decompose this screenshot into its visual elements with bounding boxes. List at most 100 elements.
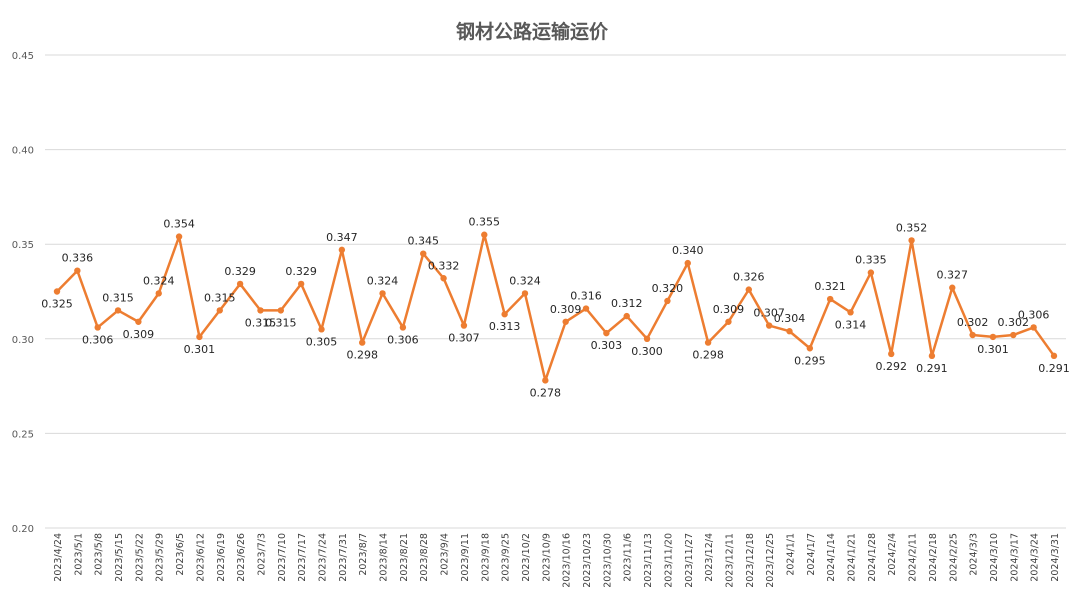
data-point xyxy=(664,297,671,305)
x-tick-label: 2023/5/15 xyxy=(114,533,125,582)
data-point xyxy=(1010,331,1017,339)
data-label: 0.321 xyxy=(814,280,846,293)
data-label: 0.306 xyxy=(82,333,114,346)
x-tick-label: 2023/6/19 xyxy=(216,533,227,582)
x-tick-label: 2024/2/18 xyxy=(928,533,939,582)
data-label: 0.347 xyxy=(326,231,358,244)
data-label: 0.314 xyxy=(835,318,867,331)
data-point xyxy=(806,345,814,352)
x-tick-label: 2023/5/29 xyxy=(155,533,166,582)
data-label: 0.324 xyxy=(143,274,175,287)
data-label: 0.354 xyxy=(163,218,195,231)
data-point xyxy=(765,322,773,329)
x-tick-label: 2024/1/28 xyxy=(867,533,878,582)
data-point xyxy=(114,307,122,314)
x-tick-label: 2023/12/4 xyxy=(704,533,715,582)
y-tick-label: 0.30 xyxy=(12,335,34,346)
data-label: 0.278 xyxy=(530,386,562,399)
data-label: 0.298 xyxy=(346,349,378,362)
data-label: 0.316 xyxy=(570,290,602,303)
data-point xyxy=(582,305,590,312)
data-point xyxy=(867,269,875,276)
x-tick-label: 2023/5/8 xyxy=(94,533,105,576)
data-point xyxy=(1050,352,1058,360)
data-point xyxy=(908,237,915,244)
y-tick-label: 0.25 xyxy=(12,429,34,440)
x-tick-label: 2023/6/26 xyxy=(236,533,247,582)
data-label: 0.300 xyxy=(631,345,663,358)
data-label: 0.335 xyxy=(855,254,887,267)
gridlines xyxy=(45,54,1066,529)
x-tick-label: 2023/10/2 xyxy=(521,533,532,582)
data-point xyxy=(420,250,427,257)
data-label: 0.306 xyxy=(1018,308,1050,321)
data-point xyxy=(725,318,732,325)
x-tick-label: 2023/10/16 xyxy=(562,533,573,588)
data-point xyxy=(379,290,386,297)
data-label: 0.298 xyxy=(692,349,724,362)
x-tick-label: 2023/8/14 xyxy=(379,533,390,582)
data-point xyxy=(440,275,447,282)
data-point xyxy=(888,350,895,358)
data-point xyxy=(277,307,285,314)
data-labels: 0.325 0.336 0.306 0.315 0.309 0.324 0.354 0.301… xyxy=(41,216,1070,400)
x-tick-label: 2023/10/23 xyxy=(582,533,593,588)
data-point xyxy=(216,307,223,314)
data-label: 0.295 xyxy=(794,354,826,367)
data-point xyxy=(236,280,244,288)
data-point xyxy=(74,267,81,274)
data-label: 0.355 xyxy=(469,216,501,229)
data-label: 0.302 xyxy=(998,316,1030,329)
x-tick-label: 2023/11/13 xyxy=(643,533,654,588)
data-point xyxy=(359,339,366,346)
x-tick-label: 2023/4/24 xyxy=(53,533,64,582)
data-point xyxy=(643,335,651,342)
data-point xyxy=(989,333,997,341)
x-tick-label: 2023/9/18 xyxy=(480,533,491,582)
x-tick-label: 2023/12/18 xyxy=(745,533,756,588)
data-label: 0.325 xyxy=(41,298,73,311)
x-tick-label: 2023/9/4 xyxy=(440,533,451,576)
x-tick-label: 2024/3/24 xyxy=(1030,533,1041,582)
y-tick-label: 0.35 xyxy=(12,240,34,251)
x-tick-label: 2023/9/11 xyxy=(460,533,471,582)
data-point xyxy=(175,233,183,240)
data-label: 0.312 xyxy=(611,297,643,310)
x-tick-label: 2023/8/28 xyxy=(419,533,430,582)
data-point xyxy=(155,290,162,297)
data-label: 0.309 xyxy=(123,328,155,341)
data-point xyxy=(826,295,834,303)
data-label: 0.326 xyxy=(733,271,765,284)
x-tick-label: 2023/8/21 xyxy=(399,533,410,582)
data-label: 0.324 xyxy=(367,274,399,287)
data-point xyxy=(969,331,976,339)
x-tick-label: 2023/12/25 xyxy=(765,533,776,588)
x-tick-label: 2024/3/3 xyxy=(969,533,980,576)
x-tick-label: 2024/3/17 xyxy=(1009,533,1020,582)
x-tick-label: 2023/7/24 xyxy=(318,533,329,582)
x-tick-label: 2023/11/20 xyxy=(663,533,674,588)
data-label: 0.306 xyxy=(387,333,419,346)
data-point xyxy=(521,290,529,297)
chart-title: 钢材公路运输运价 xyxy=(456,20,609,43)
data-label: 0.313 xyxy=(489,320,521,333)
data-label: 0.292 xyxy=(875,360,907,373)
data-label: 0.320 xyxy=(652,282,684,295)
x-tick-label: 2023/11/6 xyxy=(623,533,634,582)
data-point xyxy=(1030,324,1037,331)
data-point xyxy=(603,329,610,337)
data-label: 0.291 xyxy=(916,362,948,375)
data-point xyxy=(297,280,305,288)
data-label: 0.327 xyxy=(937,269,969,282)
data-point xyxy=(745,286,752,293)
data-point xyxy=(257,307,264,314)
data-label: 0.309 xyxy=(550,303,582,316)
data-point xyxy=(135,318,142,325)
data-point xyxy=(481,231,488,238)
data-label: 0.336 xyxy=(62,252,94,265)
data-label: 0.291 xyxy=(1038,362,1070,375)
x-tick-label: 2023/7/17 xyxy=(297,533,308,582)
x-tick-label: 2024/1/14 xyxy=(826,533,837,582)
